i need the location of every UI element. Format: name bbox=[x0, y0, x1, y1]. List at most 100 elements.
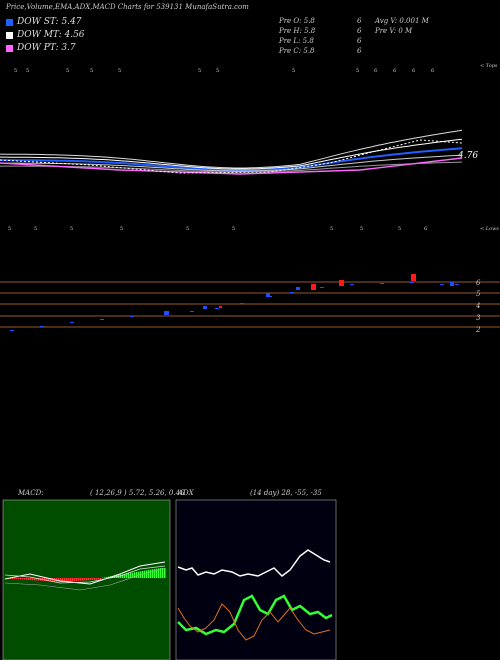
chart-title: Price,Volume,EMA,ADX,MACD Charts for 539… bbox=[6, 3, 249, 11]
macd-bar-negative bbox=[66, 578, 68, 582]
candle bbox=[240, 303, 244, 304]
macd-bar-positive bbox=[136, 572, 138, 578]
lows-digit: 6 bbox=[424, 226, 427, 232]
macd-signal-line bbox=[4, 565, 166, 584]
macd-bar-negative bbox=[68, 578, 70, 582]
lows-digit: 5 bbox=[186, 226, 189, 232]
macd-bar-negative bbox=[26, 578, 28, 580]
tops-digits: 5 5 5 5 5 5 5 5 5 6 6 6 6 bbox=[14, 68, 434, 74]
candle bbox=[455, 284, 459, 285]
candle bbox=[350, 284, 354, 285]
pre-high: Pre H: 5.8 bbox=[279, 27, 316, 35]
macd-extra-line bbox=[4, 567, 166, 591]
macd-bar-negative bbox=[90, 578, 92, 580]
lows-digit: 5 bbox=[330, 226, 333, 232]
macd-bar-positive bbox=[112, 576, 114, 578]
lows-digit: 5 bbox=[34, 226, 37, 232]
macd-bar-positive bbox=[124, 574, 126, 578]
tops-digit: 5 bbox=[26, 68, 29, 74]
ema-pt-line bbox=[0, 157, 463, 175]
lows-digit: 5 bbox=[398, 226, 401, 232]
tops-digit: 6 bbox=[412, 68, 415, 74]
candle-up bbox=[164, 311, 169, 315]
candle bbox=[380, 283, 384, 284]
candle-down bbox=[411, 274, 416, 281]
tops-digit: 6 bbox=[374, 68, 377, 74]
level-lines bbox=[0, 281, 500, 328]
candle-down bbox=[219, 306, 222, 308]
ema-mt-line bbox=[0, 138, 463, 170]
macd-bar-positive bbox=[162, 568, 164, 578]
macd-bar-positive bbox=[134, 572, 136, 578]
candle bbox=[290, 292, 294, 293]
macd-bar-negative bbox=[84, 578, 86, 581]
macd-bar-positive bbox=[128, 573, 130, 578]
macd-bar-negative bbox=[44, 578, 46, 581]
macd-bar-negative bbox=[12, 578, 14, 579]
candle bbox=[40, 326, 44, 327]
ema-st-line bbox=[0, 147, 463, 171]
macd-bar-positive bbox=[160, 568, 162, 578]
level-label-6: 6 bbox=[476, 279, 481, 287]
macd-bar-positive bbox=[120, 574, 122, 578]
macd-bar-negative bbox=[62, 578, 64, 582]
macd-bar-negative bbox=[82, 578, 84, 581]
macd-bar-negative bbox=[80, 578, 82, 581]
level-label-4: 4 bbox=[476, 302, 481, 310]
dow-st-swatch bbox=[6, 19, 13, 26]
ema-line-3 bbox=[0, 161, 463, 173]
macd-bar-negative bbox=[10, 578, 12, 579]
pre-close: Pre C: 5.8 bbox=[279, 47, 315, 55]
avg-volume: Avg V: 0.001 M bbox=[375, 17, 429, 25]
dow-mt-swatch bbox=[6, 32, 13, 39]
tops-digit: 5 bbox=[292, 68, 295, 74]
level-label-3: 3 bbox=[476, 314, 481, 322]
candle-up bbox=[203, 306, 207, 309]
macd-bar-negative bbox=[14, 578, 16, 579]
macd-bar-negative bbox=[92, 578, 94, 580]
macd-bar-positive bbox=[144, 570, 146, 578]
candle-down bbox=[311, 284, 316, 290]
macd-bar-negative bbox=[38, 578, 40, 581]
lows-digit: 5 bbox=[70, 226, 73, 232]
tops-digit: 5 bbox=[66, 68, 69, 74]
candle bbox=[70, 322, 74, 323]
macd-bar-negative bbox=[98, 578, 100, 580]
macd-bar-positive bbox=[132, 572, 134, 578]
level-label-2: 2 bbox=[476, 326, 481, 334]
pre-low: Pre L: 5.8 bbox=[279, 37, 314, 45]
macd-bar-negative bbox=[88, 578, 90, 581]
dow-st-label: DOW ST: 5.47 bbox=[17, 17, 82, 27]
dow-pt-swatch bbox=[6, 45, 13, 52]
candle bbox=[440, 284, 444, 285]
candle-up bbox=[266, 293, 270, 297]
macd-bar-positive bbox=[138, 571, 140, 578]
lows-digit: 5 bbox=[360, 226, 363, 232]
adx-params: (14 day) 28, -55, -35 bbox=[250, 489, 322, 497]
candle-down bbox=[339, 280, 344, 286]
macd-bar-negative bbox=[100, 578, 102, 580]
macd-bar-negative bbox=[78, 578, 80, 581]
macd-bar-negative bbox=[36, 578, 38, 581]
macd-bar-positive bbox=[156, 568, 158, 578]
tops-digit: 5 bbox=[198, 68, 201, 74]
macd-bar-negative bbox=[58, 578, 60, 582]
macd-bar-negative bbox=[70, 578, 72, 582]
macd-bar-negative bbox=[72, 578, 74, 582]
macd-bar-negative bbox=[18, 578, 20, 580]
macd-bar-negative bbox=[60, 578, 62, 582]
lows-digit: 5 bbox=[120, 226, 123, 232]
tops-digit: 6 bbox=[431, 68, 434, 74]
price-candles bbox=[10, 274, 459, 331]
tops-digit: 5 bbox=[356, 68, 359, 74]
level-label-5: 5 bbox=[476, 290, 481, 298]
macd-bar-negative bbox=[46, 578, 48, 582]
candle bbox=[10, 330, 14, 331]
macd-bar-negative bbox=[94, 578, 96, 580]
macd-bar-positive bbox=[130, 573, 132, 578]
price-line bbox=[0, 139, 463, 174]
candle bbox=[215, 308, 219, 309]
minus-di-line bbox=[177, 603, 331, 641]
macd-bar-positive bbox=[158, 568, 160, 578]
